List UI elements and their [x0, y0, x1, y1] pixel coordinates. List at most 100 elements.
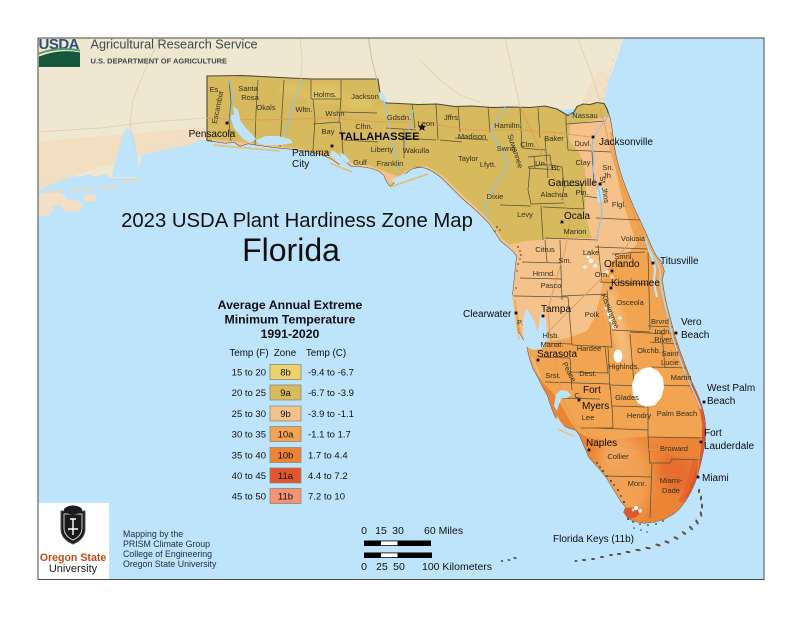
svg-text:Tampa: Tampa	[541, 304, 571, 315]
svg-text:Rosa: Rosa	[241, 93, 259, 102]
svg-text:30: 30	[392, 525, 404, 537]
svg-text:1991-2020: 1991-2020	[261, 327, 320, 341]
svg-text:Osceola: Osceola	[616, 298, 644, 307]
svg-text:Agricultural Research Service: Agricultural Research Service	[91, 38, 258, 52]
svg-text:15 to 20: 15 to 20	[232, 368, 266, 379]
svg-text:Levy: Levy	[517, 210, 533, 219]
svg-text:Hlsb.: Hlsb.	[542, 331, 559, 340]
svg-text:0: 0	[361, 561, 367, 573]
svg-text:Sn.: Sn.	[602, 163, 613, 172]
svg-text:Wakulla: Wakulla	[403, 146, 430, 155]
svg-text:-1.1 to 1.7: -1.1 to 1.7	[308, 430, 351, 441]
svg-text:Gulf: Gulf	[353, 158, 368, 167]
svg-text:Lee: Lee	[582, 413, 595, 422]
svg-text:Alachua: Alachua	[540, 190, 568, 199]
svg-text:-9.4 to -6.7: -9.4 to -6.7	[308, 368, 354, 379]
svg-text:Monr.: Monr.	[628, 479, 647, 488]
svg-text:4.4 to 7.2: 4.4 to 7.2	[308, 471, 348, 482]
svg-text:Jackson: Jackson	[351, 92, 379, 101]
svg-text:30 to 35: 30 to 35	[232, 430, 266, 441]
svg-text:Myers: Myers	[582, 401, 609, 412]
svg-text:Srst.: Srst.	[545, 371, 560, 380]
svg-text:Martin: Martin	[671, 373, 692, 382]
svg-text:Hrnnd.: Hrnnd.	[533, 269, 556, 278]
svg-text:Es.: Es.	[210, 85, 221, 94]
svg-text:Temp (F): Temp (F)	[229, 348, 268, 359]
svg-text:Jh: Jh	[603, 171, 611, 180]
svg-text:Broward: Broward	[660, 444, 688, 453]
svg-text:Dade: Dade	[662, 486, 680, 495]
svg-text:Marion: Marion	[564, 227, 587, 236]
svg-text:Oregon State University: Oregon State University	[123, 559, 217, 569]
svg-text:Flgl.: Flgl.	[612, 200, 626, 209]
svg-text:11a: 11a	[278, 471, 294, 482]
svg-text:Franklin: Franklin	[377, 159, 404, 168]
svg-text:River: River	[654, 335, 672, 344]
svg-text:Temp (C): Temp (C)	[306, 348, 346, 359]
svg-text:TALLAHASSEE: TALLAHASSEE	[339, 131, 419, 143]
svg-text:11b: 11b	[278, 492, 293, 503]
svg-text:Glades: Glades	[615, 393, 639, 402]
svg-text:Florida: Florida	[242, 232, 340, 268]
svg-text:20 to 25: 20 to 25	[232, 388, 266, 399]
svg-text:10a: 10a	[278, 430, 295, 441]
svg-text:Duvl.: Duvl.	[574, 139, 591, 148]
svg-text:Okchb.: Okchb.	[637, 346, 661, 355]
svg-text:Volusia: Volusia	[621, 234, 646, 243]
svg-text:25 to 30: 25 to 30	[232, 409, 266, 420]
svg-text:Miami: Miami	[702, 473, 729, 484]
svg-text:P.: P.	[517, 318, 523, 327]
svg-text:Vero: Vero	[681, 317, 702, 328]
svg-text:-3.9 to -1.1: -3.9 to -1.1	[308, 409, 354, 420]
svg-text:Indn.: Indn.	[655, 327, 672, 336]
svg-text:40 to 45: 40 to 45	[232, 471, 266, 482]
svg-text:Wshn: Wshn	[325, 109, 344, 118]
svg-text:Hendry: Hendry	[627, 411, 651, 420]
svg-text:Manat.: Manat.	[541, 340, 564, 349]
svg-text:Clearwater: Clearwater	[463, 309, 512, 320]
svg-text:Santa: Santa	[238, 84, 258, 93]
svg-text:Baker: Baker	[544, 134, 564, 143]
svg-text:25: 25	[376, 561, 388, 573]
svg-text:Bay: Bay	[322, 127, 335, 136]
svg-text:Okals: Okals	[256, 103, 275, 112]
svg-text:Madison: Madison	[458, 132, 486, 141]
svg-text:Smnl.: Smnl.	[614, 252, 633, 261]
svg-text:Un.: Un.	[535, 159, 547, 168]
svg-text:Polk: Polk	[585, 310, 600, 319]
svg-text:Sarasota: Sarasota	[537, 349, 577, 360]
svg-text:Wltn.: Wltn.	[295, 105, 312, 114]
svg-text:2023 USDA Plant Hardiness Zone: 2023 USDA Plant Hardiness Zone Map	[121, 210, 473, 232]
svg-text:Florida Keys (11b): Florida Keys (11b)	[553, 534, 634, 545]
svg-text:U.S. DEPARTMENT OF AGRICULTURE: U.S. DEPARTMENT OF AGRICULTURE	[91, 57, 228, 66]
svg-text:Naples: Naples	[586, 438, 617, 449]
svg-text:15: 15	[375, 525, 387, 537]
svg-text:10b: 10b	[278, 451, 294, 462]
svg-text:Ocala: Ocala	[564, 211, 591, 222]
svg-text:-6.7 to -3.9: -6.7 to -3.9	[308, 388, 354, 399]
svg-text:City: City	[292, 159, 309, 170]
svg-text:Hardee: Hardee	[577, 344, 602, 353]
svg-text:Taylor: Taylor	[458, 154, 479, 163]
svg-text:Panama: Panama	[292, 148, 330, 159]
svg-text:Sm.: Sm.	[558, 256, 571, 265]
svg-text:West Palm: West Palm	[707, 383, 755, 394]
svg-text:Citrus: Citrus	[535, 245, 555, 254]
svg-text:Br.: Br.	[551, 163, 560, 172]
svg-text:Saint: Saint	[661, 349, 679, 358]
svg-text:0: 0	[361, 525, 367, 537]
svg-text:Clhn.: Clhn.	[355, 122, 373, 131]
svg-text:Mapping by the: Mapping by the	[123, 529, 183, 539]
svg-text:100 Kilometers: 100 Kilometers	[422, 561, 492, 573]
svg-text:Nassau: Nassau	[572, 111, 597, 120]
svg-text:Titusville: Titusville	[660, 256, 699, 267]
svg-text:College of Engineering: College of Engineering	[123, 549, 212, 559]
svg-text:Orlando: Orlando	[604, 259, 640, 270]
svg-text:Collier: Collier	[607, 452, 629, 461]
svg-text:Kissimmee: Kissimmee	[611, 278, 660, 289]
svg-text:Ptn.: Ptn.	[575, 188, 588, 197]
svg-text:Clay: Clay	[575, 158, 590, 167]
svg-text:9a: 9a	[280, 388, 291, 399]
svg-text:Brvrd: Brvrd	[651, 317, 669, 326]
svg-text:8b: 8b	[280, 368, 291, 379]
